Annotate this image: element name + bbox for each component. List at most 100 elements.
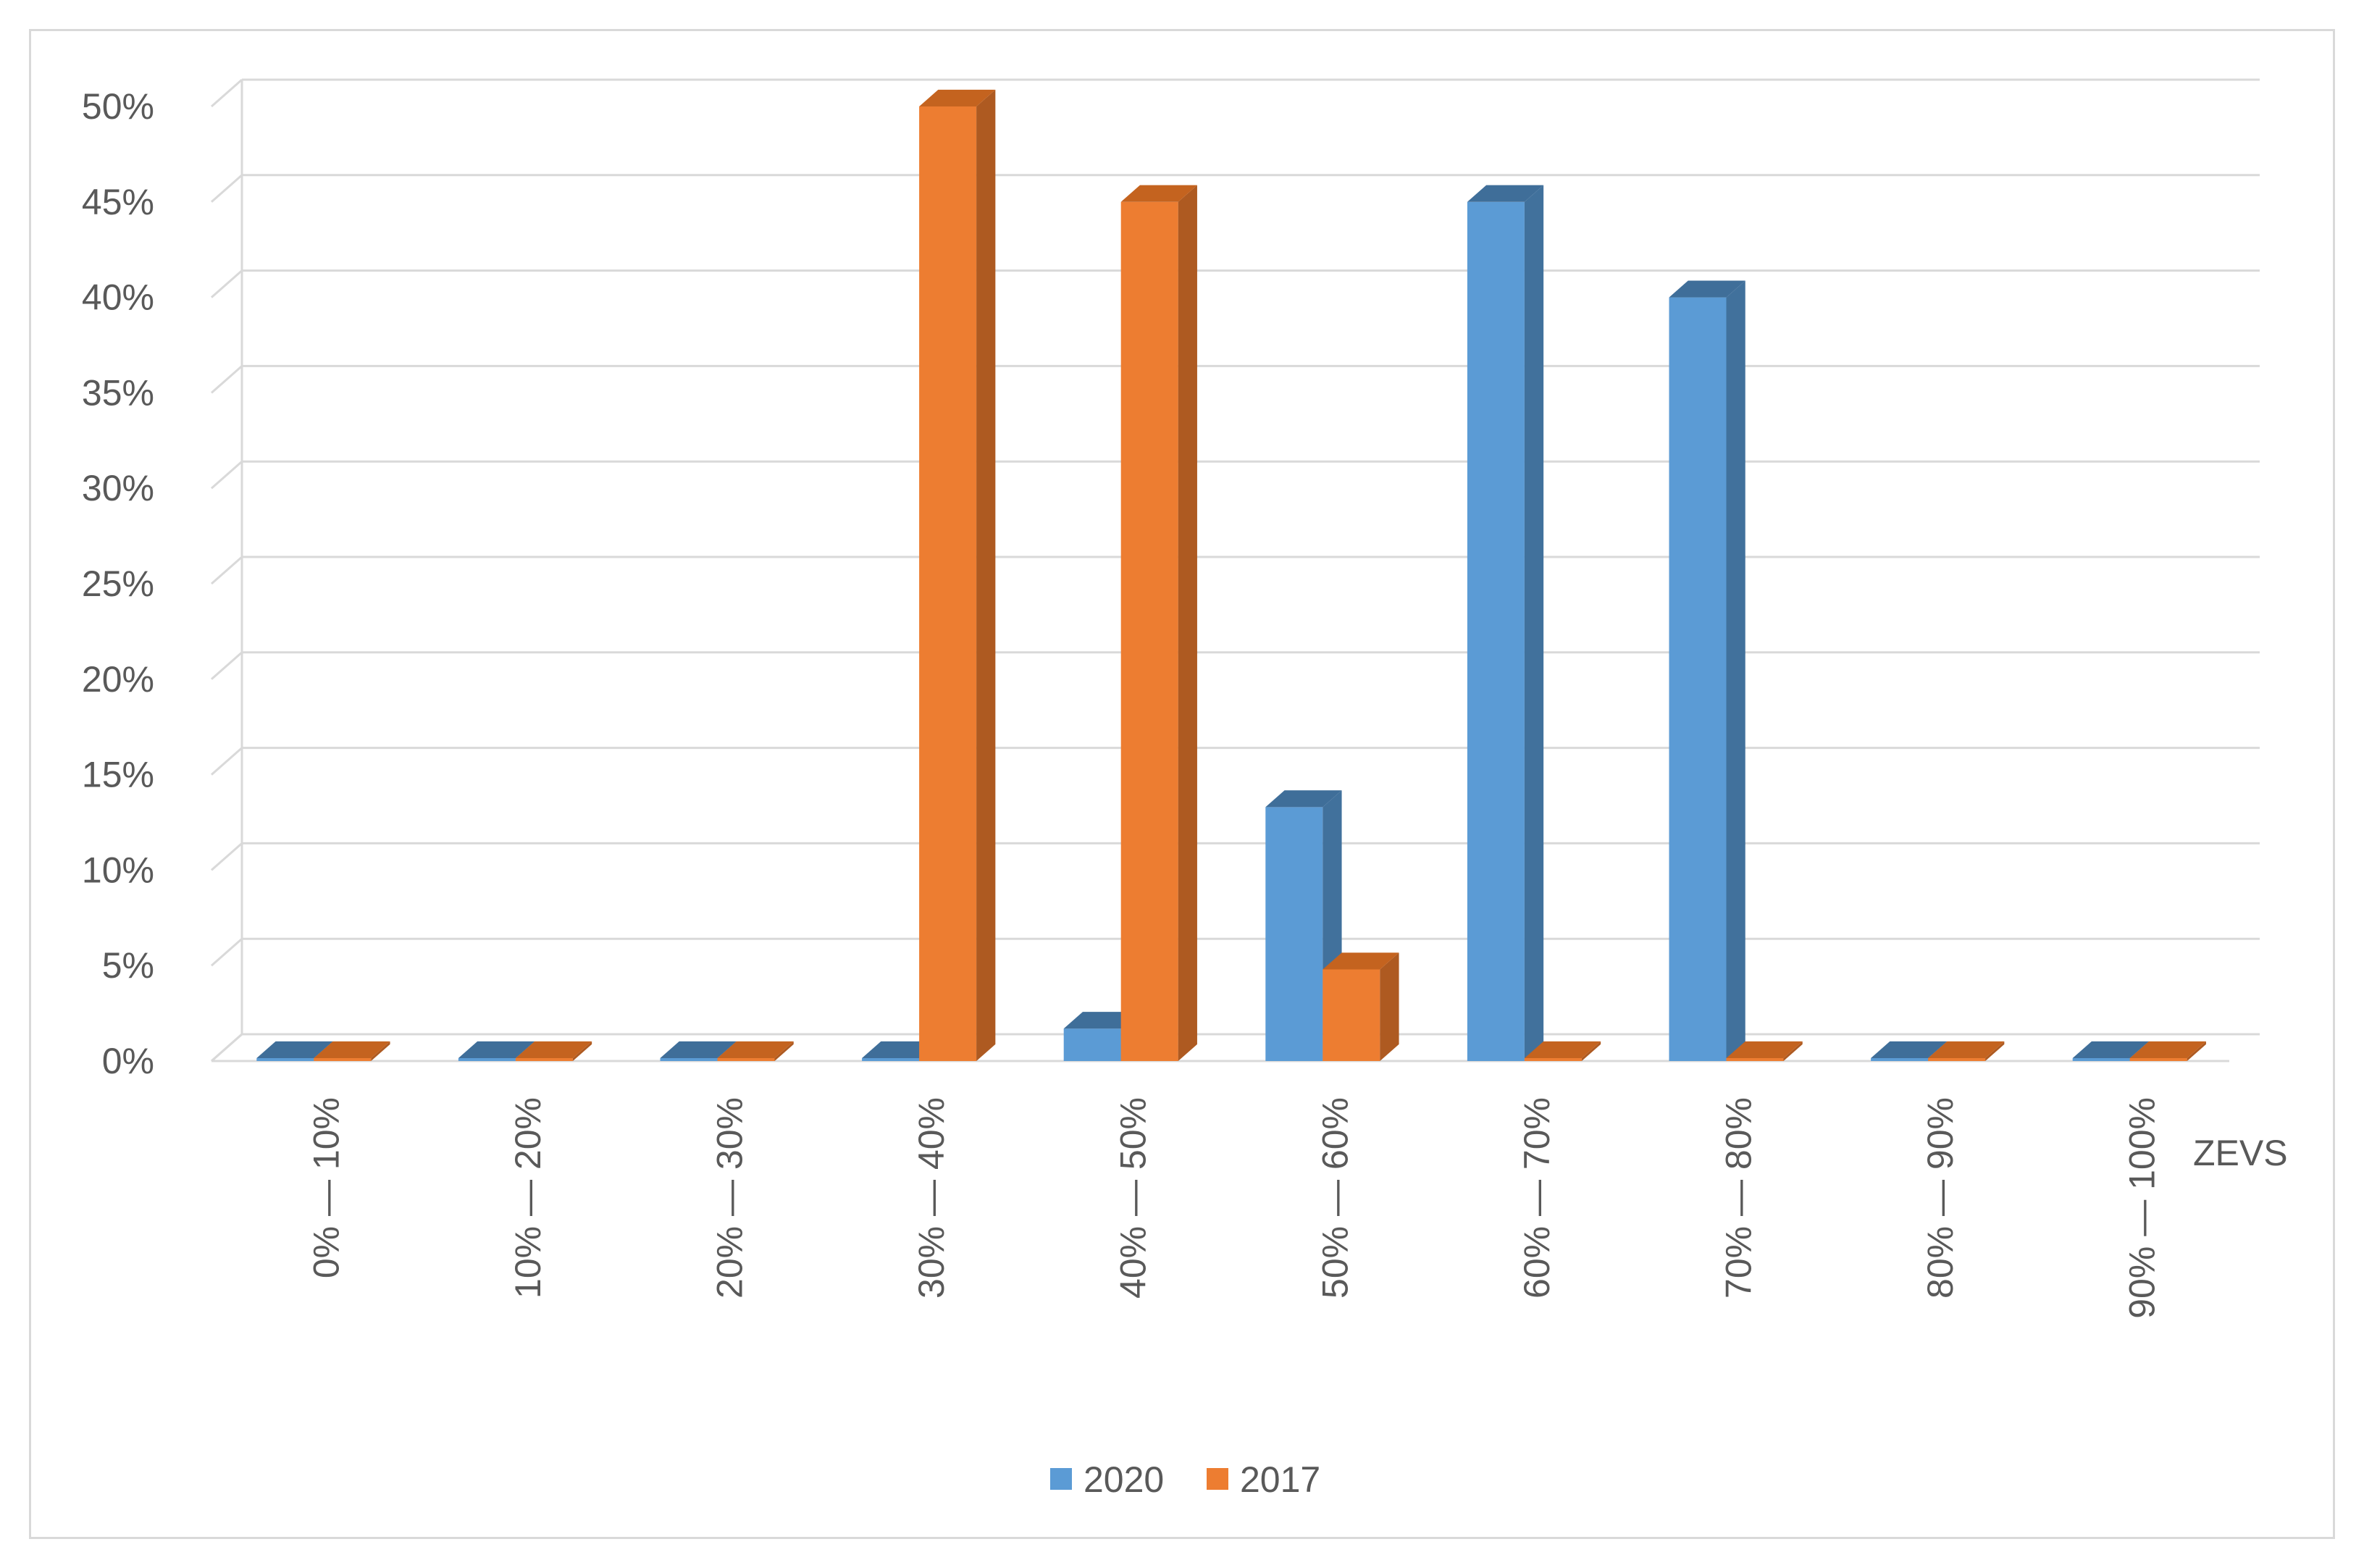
x-tick-label: 90% — 100% — [2122, 1097, 2163, 1319]
bar-top — [2129, 1041, 2206, 1058]
bar-top — [1524, 1041, 1601, 1058]
legend-label-2017: 2017 — [1240, 1459, 1320, 1500]
y-tick-label: 0% — [102, 1041, 154, 1081]
gridline-side — [211, 365, 243, 394]
bar-top — [1669, 280, 1745, 298]
bar-top — [1928, 1041, 2005, 1058]
legend-swatch-2017 — [1207, 1468, 1228, 1490]
bar-front — [1265, 807, 1323, 1061]
bar-2020 — [1669, 280, 1745, 1062]
bar-top — [1063, 1012, 1140, 1029]
bar-front — [1524, 1058, 1582, 1061]
bar-front — [1928, 1058, 1986, 1061]
bar-2017 — [515, 1041, 592, 1061]
bar-2017 — [1726, 1041, 1803, 1061]
x-tick-label: 70% — 80% — [1719, 1097, 1759, 1299]
bar-side — [1380, 952, 1399, 1061]
gridline-side — [211, 174, 243, 203]
bar-top — [660, 1041, 737, 1058]
bar-front — [1120, 201, 1178, 1061]
bar-front — [862, 1058, 920, 1061]
bar-side — [1985, 1041, 2005, 1061]
x-tick-label: 40% — 50% — [1113, 1097, 1154, 1299]
bar-front — [256, 1058, 314, 1061]
bar-front — [1669, 297, 1727, 1062]
gridline-side — [211, 747, 243, 776]
y-tick-label: 35% — [82, 372, 154, 413]
bar-2017 — [1524, 1041, 1601, 1061]
x-axis-label: ZEVS — [2193, 1133, 2288, 1173]
bar-side — [371, 1041, 390, 1061]
bar-top — [862, 1041, 939, 1058]
bar-front — [1871, 1058, 1929, 1061]
bar-front — [660, 1058, 718, 1061]
bar-top — [2072, 1041, 2149, 1058]
x-tick-label: 20% — 30% — [710, 1097, 750, 1299]
gridline-side — [211, 842, 243, 871]
bar-side — [976, 89, 996, 1061]
bar-top — [256, 1041, 333, 1058]
bar-2017 — [2129, 1041, 2206, 1061]
bar-side — [1783, 1041, 1803, 1061]
bar-side — [572, 1041, 592, 1061]
plot-walls — [211, 80, 2229, 1062]
x-tick-label: 30% — 40% — [911, 1097, 952, 1299]
bar-top — [1467, 185, 1544, 202]
gridline-side — [211, 461, 243, 490]
bar-front — [314, 1058, 372, 1061]
bar-2017 — [314, 1041, 390, 1061]
bar-2017 — [1928, 1041, 2005, 1061]
gridline-side — [211, 651, 243, 680]
y-tick-label: 20% — [82, 659, 154, 700]
bar-side — [2187, 1041, 2206, 1061]
bar-front — [1726, 1058, 1784, 1061]
bar-front — [458, 1058, 516, 1061]
bar-side — [1524, 185, 1544, 1061]
gridline-side — [211, 78, 243, 108]
y-tick-label: 40% — [82, 277, 154, 318]
bar-side — [1581, 1041, 1601, 1061]
bar-top — [919, 89, 996, 106]
bar-top — [458, 1041, 535, 1058]
bar-top — [1120, 185, 1197, 202]
bar-2017 — [919, 89, 996, 1061]
bar-top — [314, 1041, 390, 1058]
bar-top — [1871, 1041, 1948, 1058]
bar-2017 — [717, 1041, 794, 1061]
y-tick-label: 5% — [102, 945, 154, 986]
x-tick-label: 80% — 90% — [1920, 1097, 1961, 1299]
legend-swatch-2020 — [1050, 1468, 1072, 1490]
y-tick-label: 30% — [82, 468, 154, 508]
bar-side — [1178, 185, 1197, 1061]
bar-top — [1265, 790, 1342, 808]
bar-front — [1467, 201, 1525, 1061]
bar-front — [1323, 969, 1380, 1061]
gridline-side — [211, 1033, 243, 1062]
bars — [256, 89, 2206, 1062]
bar-2020 — [1467, 185, 1544, 1061]
x-tick-label: 10% — 20% — [508, 1097, 548, 1299]
x-tick-label: 50% — 60% — [1315, 1097, 1355, 1299]
y-tick-label: 25% — [82, 563, 154, 604]
bar-front — [2129, 1058, 2187, 1061]
y-tick-label: 10% — [82, 850, 154, 890]
gridlines — [211, 78, 2260, 1062]
bar-top — [717, 1041, 794, 1058]
y-tick-label: 50% — [82, 86, 154, 127]
bar-2017 — [1120, 185, 1197, 1061]
bar-2017 — [1323, 952, 1399, 1061]
y-axis-ticks: 0% 5% 10% 15% 20% 25% 30% 35% 40% 45% 50% — [82, 86, 154, 1081]
gridline-side — [211, 555, 243, 585]
bar-side — [1726, 280, 1745, 1062]
bar-top — [515, 1041, 592, 1058]
bar-front — [1063, 1028, 1121, 1061]
x-tick-label: 60% — 70% — [1517, 1097, 1557, 1299]
gridline-side — [211, 938, 243, 967]
bar-front — [717, 1058, 775, 1061]
bar-top — [1323, 952, 1399, 970]
legend: 2020 2017 — [1050, 1459, 1320, 1500]
y-tick-label: 45% — [82, 182, 154, 222]
gridline-side — [211, 269, 243, 298]
bar-front — [919, 106, 977, 1061]
